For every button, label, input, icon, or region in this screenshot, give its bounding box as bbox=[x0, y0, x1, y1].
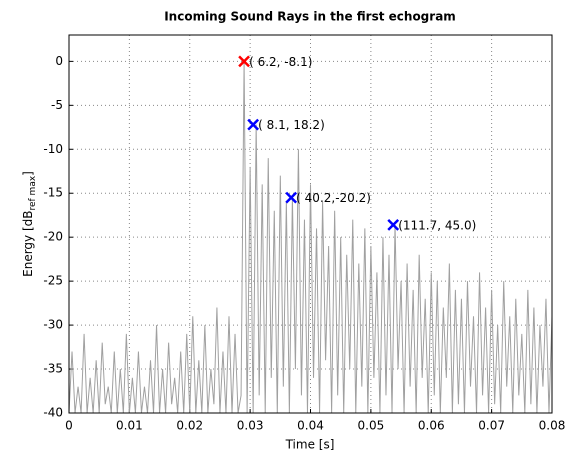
y-label-sub: ref max bbox=[28, 175, 38, 210]
y-label-end: ] bbox=[21, 171, 35, 176]
x-axis-label: Time [s] bbox=[285, 438, 335, 452]
x-tick-label: 0.07 bbox=[478, 419, 505, 433]
x-tick-label: 0.01 bbox=[116, 419, 143, 433]
chart-title: Incoming Sound Rays in the first echogra… bbox=[164, 10, 456, 24]
x-tick-label: 0.05 bbox=[358, 419, 385, 433]
x-tick-label: 0.02 bbox=[176, 419, 203, 433]
y-tick-label: -10 bbox=[43, 142, 63, 156]
y-tick-label: -30 bbox=[43, 318, 63, 332]
marker-label: ( 40.2,-20.2) bbox=[296, 191, 371, 205]
y-tick-label: -5 bbox=[51, 98, 63, 112]
x-tick-label: 0.03 bbox=[237, 419, 264, 433]
marker bbox=[387, 218, 400, 231]
marker-label: ( 8.1, 18.2) bbox=[258, 118, 325, 132]
x-tick-label: 0.04 bbox=[297, 419, 324, 433]
x-tick-label: 0.06 bbox=[418, 419, 445, 433]
y-tick-label: -35 bbox=[43, 362, 63, 376]
y-tick-label: -15 bbox=[43, 186, 63, 200]
y-label-text: Energy [dB bbox=[21, 211, 35, 277]
marker bbox=[247, 118, 260, 131]
x-tick-label: 0 bbox=[65, 419, 73, 433]
marker bbox=[238, 55, 250, 68]
echogram-line bbox=[68, 61, 553, 414]
plot-frame bbox=[68, 34, 553, 414]
y-axis-label: Energy [dBref max] bbox=[21, 171, 38, 277]
marker-label: (111.7, 45.0) bbox=[398, 218, 476, 232]
y-tick-label: 0 bbox=[55, 54, 63, 68]
marker-label: ( 6.2, -8.1) bbox=[249, 55, 312, 69]
x-tick-label: 0.08 bbox=[539, 419, 566, 433]
y-tick-label: -25 bbox=[43, 274, 63, 288]
y-tick-label: -40 bbox=[43, 406, 63, 420]
marker bbox=[285, 191, 298, 204]
y-tick-label: -20 bbox=[43, 230, 63, 244]
